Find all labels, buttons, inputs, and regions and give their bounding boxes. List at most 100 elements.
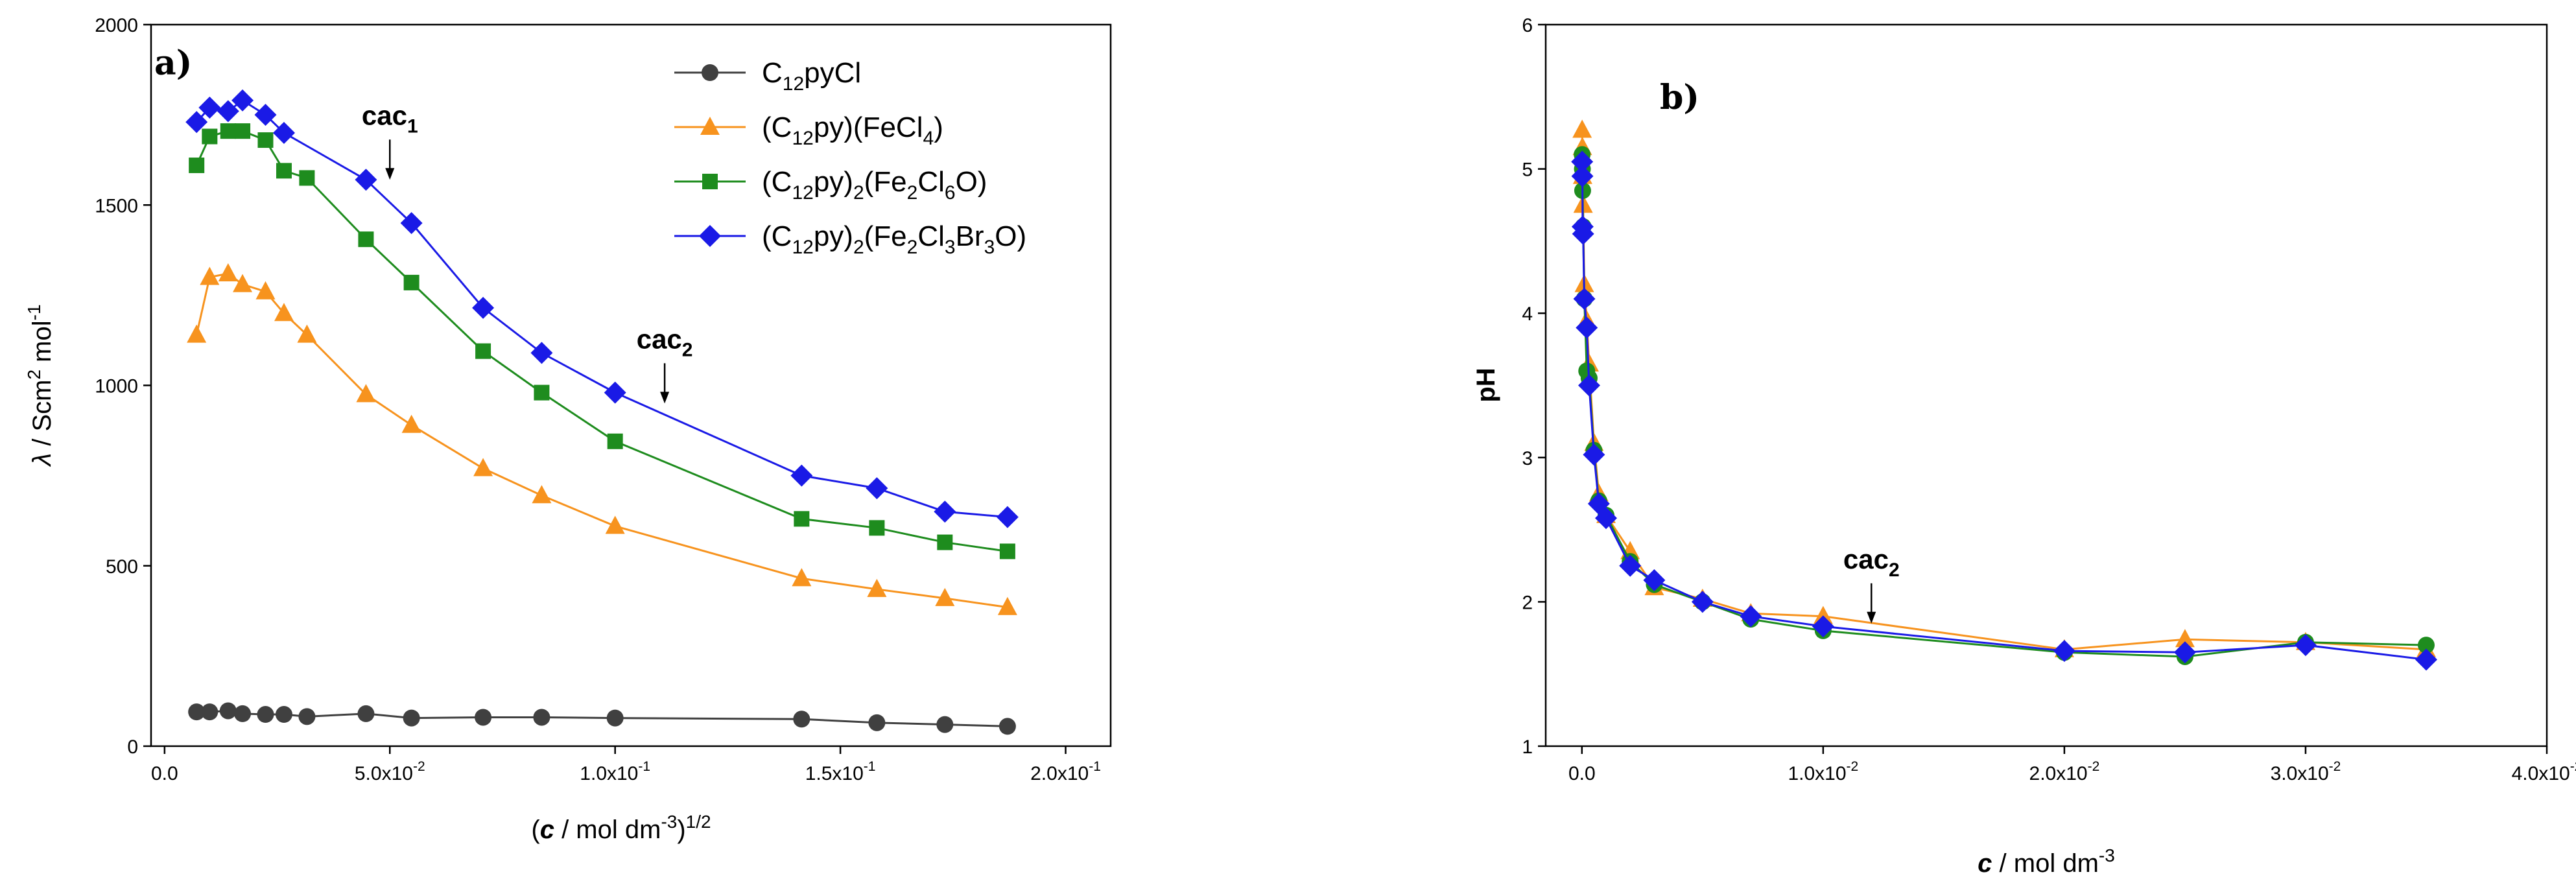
- x-tick-label-a: 2.0x10-1: [1030, 759, 1101, 784]
- text-part: -2: [2329, 759, 2341, 774]
- data-point-a-2: [358, 231, 374, 248]
- text-part: pyCl: [804, 57, 861, 89]
- data-point-b-2: [1571, 165, 1594, 187]
- text-part: 12: [792, 182, 813, 204]
- data-point-a-1: [187, 324, 207, 343]
- series-line-b-1: [1581, 154, 2427, 658]
- data-point-b-2: [1619, 554, 1642, 577]
- data-point-a-2: [299, 170, 315, 186]
- text-part: cac: [362, 100, 407, 130]
- text-part: 4.0x10: [2512, 763, 2570, 784]
- data-point-b-2: [1573, 287, 1596, 310]
- series-line-a-0: [196, 709, 1008, 727]
- data-point-a-3: [472, 296, 495, 319]
- data-point-a-3: [254, 104, 277, 126]
- y-tick-label-a: 500: [106, 556, 138, 578]
- text-part: (Fe: [864, 166, 907, 198]
- data-point-b-2: [2294, 634, 2317, 657]
- data-point-a-3: [355, 169, 377, 191]
- data-point-b-2: [1571, 150, 1594, 173]
- data-point-b-0: [1813, 605, 1833, 624]
- text-part: -2: [2088, 759, 2100, 774]
- legend-label: (C12py)(FeCl4): [762, 112, 943, 149]
- text-part: C: [762, 57, 783, 89]
- x-axis-title-a: (c / mol dm-3)1/2: [531, 812, 711, 844]
- data-point-a-1: [792, 568, 812, 587]
- data-point-a-3: [530, 342, 553, 364]
- data-point-b-0: [1572, 119, 1592, 138]
- data-point-a-3: [272, 121, 295, 144]
- data-point-b-2: [1576, 316, 1598, 339]
- data-point-a-2: [475, 343, 491, 359]
- data-point-b-2: [1643, 569, 1666, 592]
- data-point-a-2: [534, 384, 550, 401]
- text-part: 2: [907, 237, 918, 258]
- y-tick-label-b: 3: [1522, 448, 1533, 469]
- chart-a: 0.0 5.0x10-2 1.0x10-1 1.5x10-1 2.0x10-105001…: [24, 15, 1112, 844]
- data-point-a-3: [604, 381, 626, 404]
- data-point-a-1: [255, 281, 276, 300]
- legend-marker: [702, 64, 718, 81]
- text-part: -3: [661, 812, 677, 832]
- data-point-b-2: [1812, 615, 1834, 638]
- series-line-a-1: [195, 272, 1008, 609]
- x-axis-title-b: c / mol dm-3: [1978, 845, 2115, 878]
- text-part: O): [995, 220, 1026, 252]
- data-point-a-3: [400, 212, 423, 235]
- x-tick-label-b: 4.0x10-2: [2512, 759, 2576, 784]
- data-point-a-1: [401, 414, 421, 433]
- x-tick-label-b: 0.0: [1568, 763, 1596, 784]
- data-point-a-1: [935, 587, 955, 606]
- data-point-a-2: [794, 511, 810, 527]
- panel-label-a: a): [154, 43, 192, 83]
- text-part: (C: [762, 112, 792, 143]
- text-part: -1: [864, 759, 876, 774]
- data-point-a-3: [185, 111, 208, 134]
- data-point-a-1: [867, 578, 887, 597]
- x-tick-label-b: 3.0x10-2: [2271, 759, 2341, 784]
- text-part: 1/2: [686, 812, 711, 832]
- x-tick-label-a: 5.0x10-2: [355, 759, 425, 784]
- data-point-a-1: [532, 485, 552, 504]
- data-point-a-0: [234, 705, 252, 722]
- data-point-a-0: [357, 705, 375, 722]
- text-part: ): [934, 112, 943, 143]
- text-part: py)(FeCl: [814, 112, 923, 143]
- y-tick-label-a: 1500: [95, 195, 138, 217]
- text-part: λ: [28, 453, 56, 467]
- data-point-a-3: [198, 96, 221, 119]
- data-point-b-2: [1740, 605, 1762, 628]
- text-part: (C: [762, 220, 792, 252]
- data-point-a-2: [220, 123, 236, 139]
- data-point-a-2: [403, 274, 419, 290]
- data-point-a-0: [936, 716, 954, 733]
- data-point-b-0: [2175, 629, 2195, 648]
- text-part: 3.0x10: [2271, 763, 2329, 784]
- data-point-a-1: [274, 303, 294, 322]
- text-part: 12: [792, 237, 813, 258]
- text-part: -1: [24, 304, 44, 320]
- text-part: 3: [984, 237, 995, 258]
- legend-marker: [699, 225, 721, 247]
- data-point-a-0: [998, 718, 1016, 735]
- text-part: 0.0: [151, 763, 178, 784]
- data-point-b-2: [1572, 222, 1594, 245]
- text-part: 1.0x10: [580, 763, 638, 784]
- text-part: 1.0x10: [1788, 763, 1846, 784]
- annotation-cac-a-0-arrow-head: [385, 168, 395, 180]
- text-part: 12: [783, 73, 804, 95]
- text-part: 2: [1889, 559, 1900, 581]
- data-point-a-2: [937, 534, 953, 550]
- data-point-a-1: [997, 596, 1017, 615]
- text-part: ): [677, 816, 685, 844]
- text-part: cac: [637, 323, 682, 354]
- data-point-a-0: [219, 702, 237, 720]
- data-point-a-2: [257, 132, 274, 148]
- annotation-cac-a-0: cac1: [362, 100, 418, 137]
- x-tick-label-b: 1.0x10-2: [1788, 759, 1858, 784]
- text-part: cac: [1843, 544, 1889, 574]
- data-point-a-0: [188, 703, 206, 721]
- text-part: -2: [413, 759, 425, 774]
- data-point-b-2: [2415, 648, 2437, 671]
